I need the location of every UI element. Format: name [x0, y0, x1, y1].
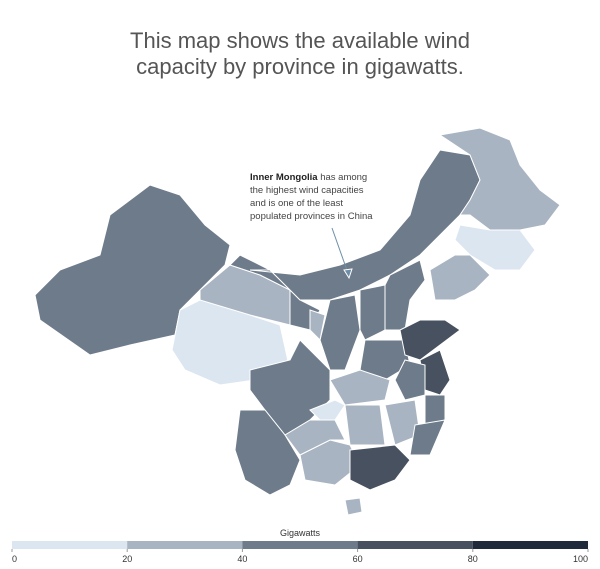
province [359, 284, 386, 341]
arrow-head [343, 268, 353, 280]
legend-tick-label: 80 [468, 554, 478, 564]
legend-swatch [12, 541, 128, 549]
province [399, 319, 461, 361]
province [429, 254, 491, 301]
title-line: capacity by province in gigawatts. [136, 54, 464, 79]
province [359, 339, 411, 381]
legend-tick-label: 60 [353, 554, 363, 564]
annotation-line: populated provinces in China [250, 211, 373, 222]
province [234, 409, 301, 496]
annotation-line: and is one of the least [250, 198, 343, 209]
title-line: This map shows the available wind [130, 28, 470, 53]
legend-swatch [242, 541, 358, 549]
legend-tick-label: 20 [122, 554, 132, 564]
provinces [34, 127, 561, 516]
legend-title: Gigawatts [280, 528, 321, 538]
province [34, 184, 231, 356]
province [454, 224, 536, 271]
legend-tick-label: 40 [237, 554, 247, 564]
province [349, 444, 411, 491]
province [171, 299, 291, 386]
province [309, 399, 346, 421]
annotation-line: the highest wind capacities [250, 185, 364, 196]
annotation-bold: Inner Mongolia [250, 172, 318, 183]
legend-swatch [472, 541, 588, 549]
legend-swatch [127, 541, 243, 549]
province [309, 309, 326, 342]
legend-tick-label: 0 [12, 554, 17, 564]
province [319, 294, 361, 371]
province [384, 259, 426, 331]
province [284, 419, 346, 456]
province [344, 497, 363, 516]
annotation-line: Inner Mongolia has among [250, 172, 367, 183]
annotation-arrow [331, 227, 350, 277]
province [394, 359, 426, 401]
annotation-text: has among [318, 172, 368, 183]
province [409, 419, 446, 456]
legend-tick-label: 100 [573, 554, 588, 564]
legend-swatch [357, 541, 473, 549]
province [329, 369, 391, 406]
province [344, 404, 386, 446]
